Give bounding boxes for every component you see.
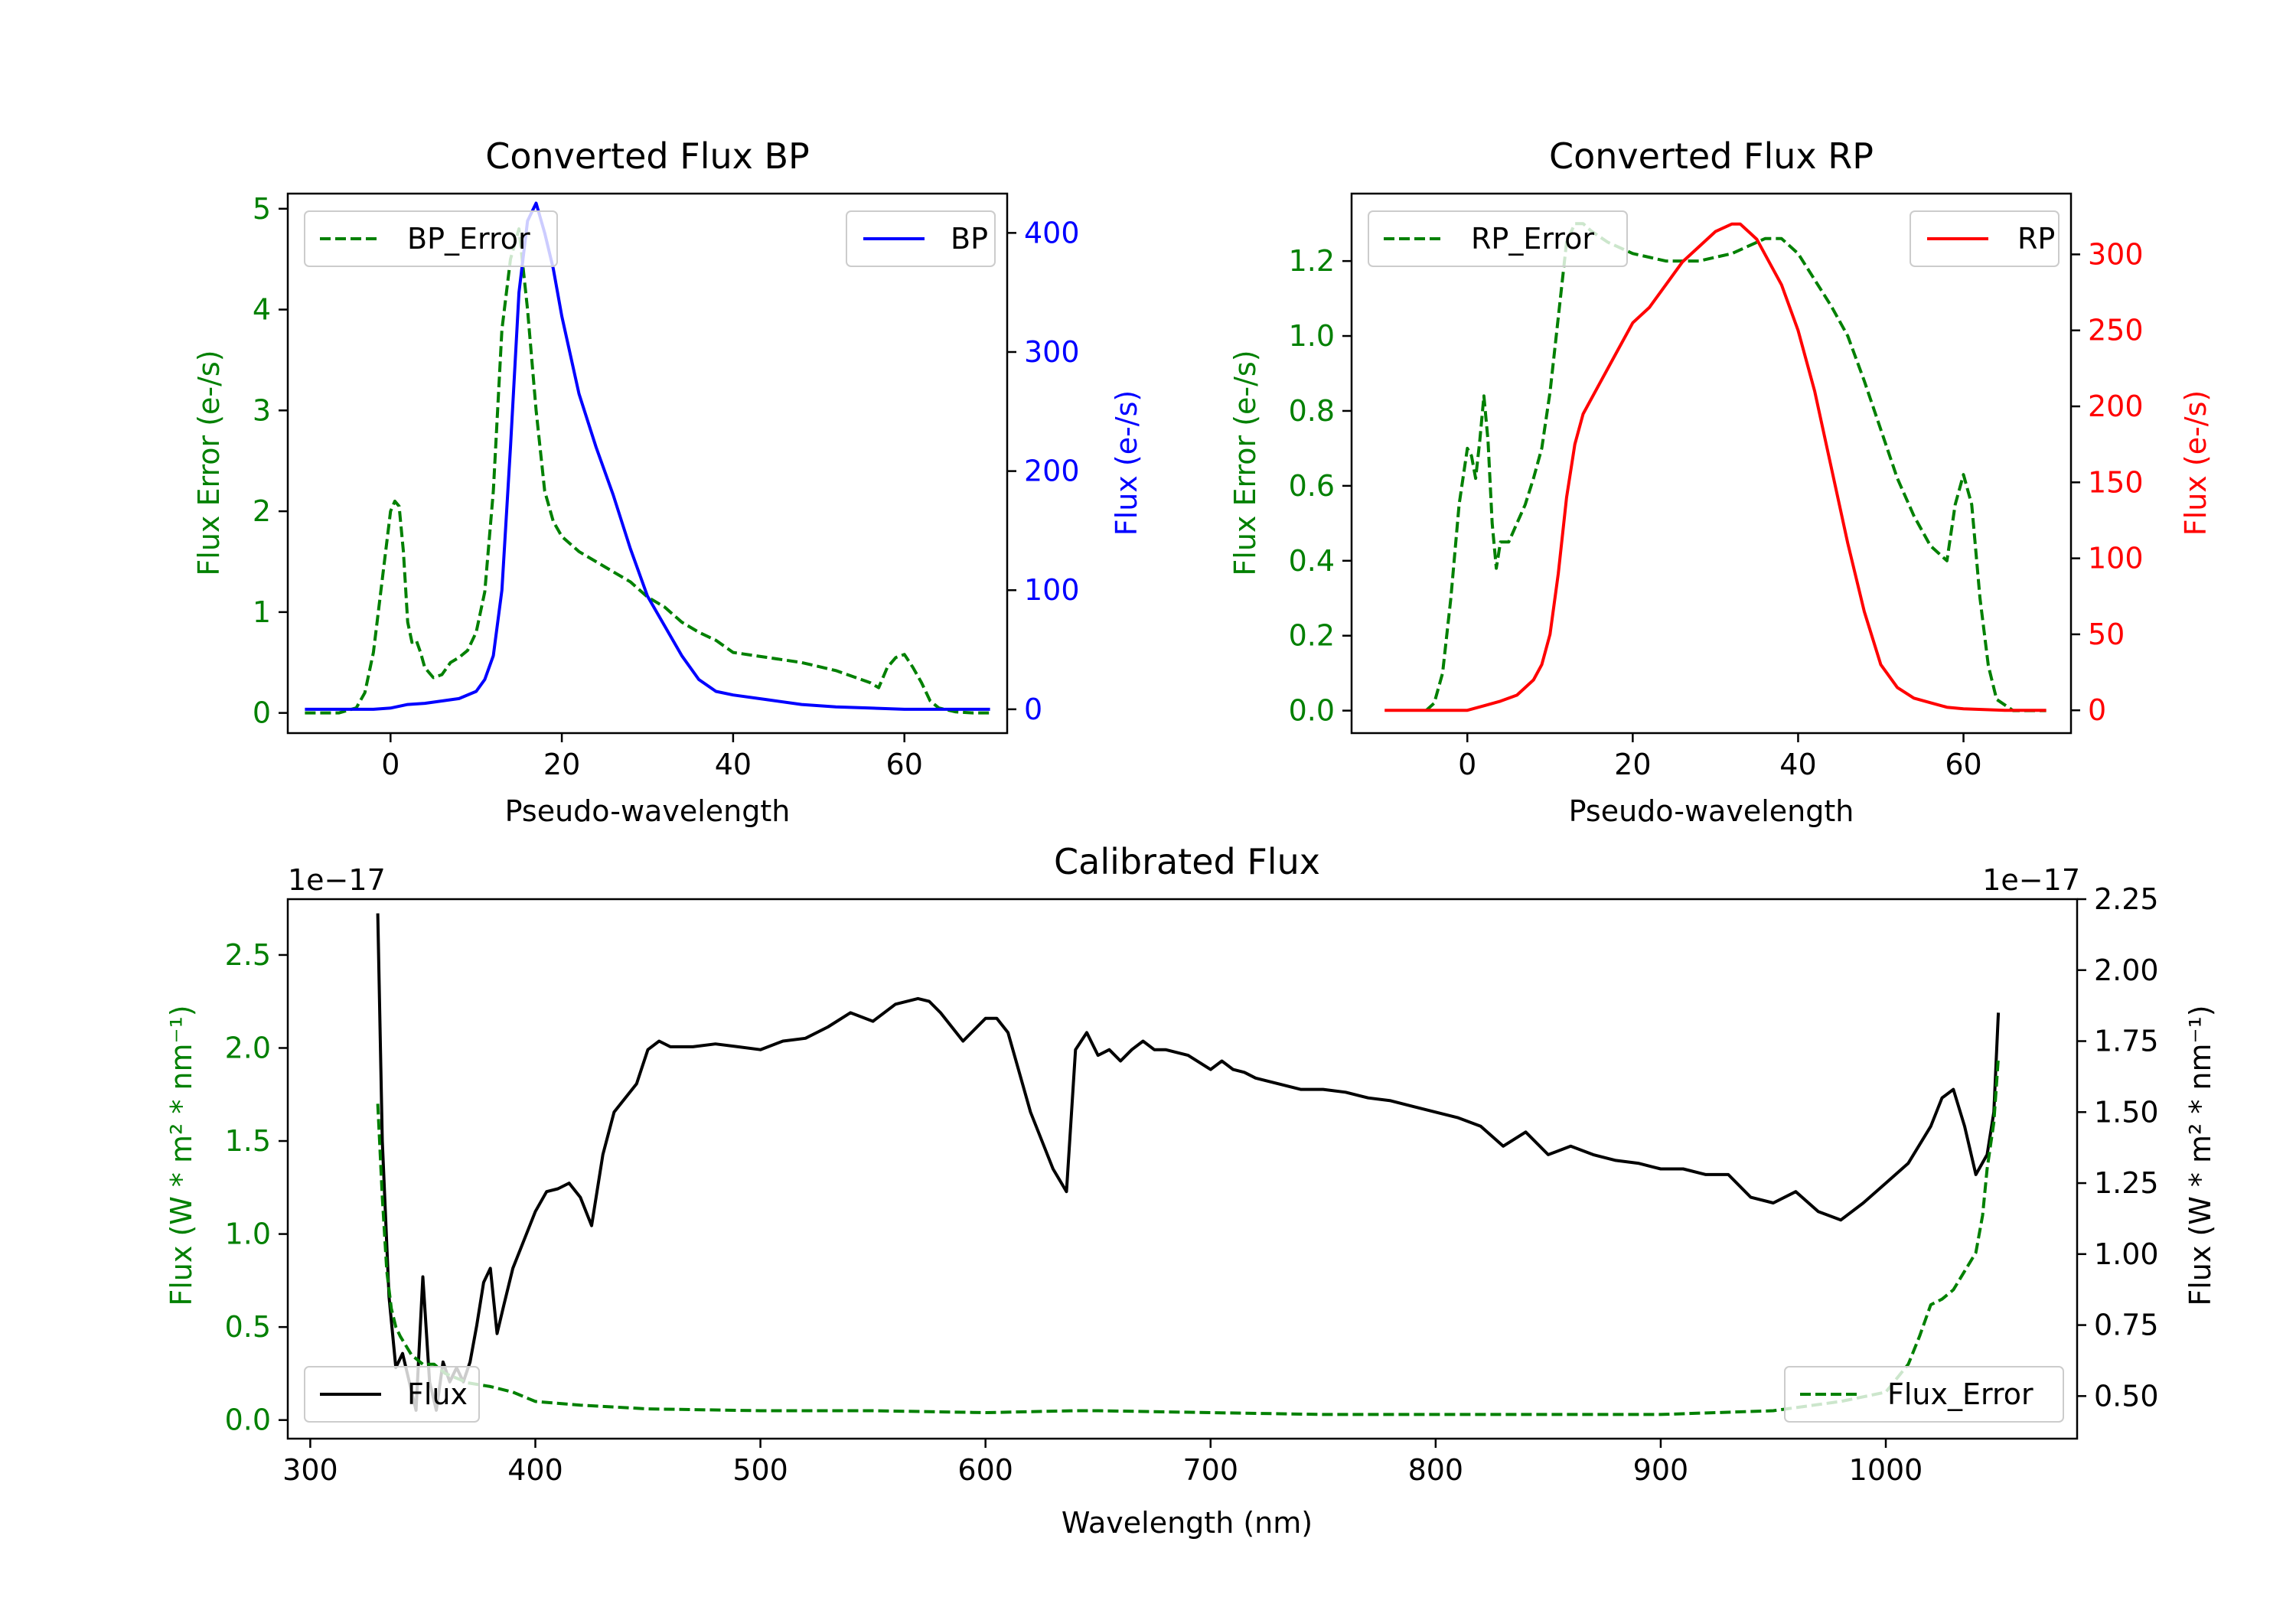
- x-tick-label: 600: [957, 1453, 1013, 1487]
- y-tick-label-left: 1: [253, 595, 271, 629]
- series-line-bp: [305, 201, 990, 711]
- y-tick-label-left: 4: [253, 293, 271, 327]
- y-tick-label-left: 0.4: [1289, 544, 1335, 578]
- series-line-rp: [1384, 222, 2047, 712]
- series-line-bp-error: [305, 227, 990, 715]
- x-axis-label-calibrated: Wavelength (nm): [1062, 1506, 1313, 1540]
- legend-right-calibrated: Flux_Error: [1784, 1366, 2064, 1423]
- legend-right-bp: BP: [846, 210, 996, 267]
- y-tick-label-right: 200: [1024, 455, 1080, 488]
- y-tick-label-left: 2.5: [225, 938, 271, 972]
- y-axis-label-right-rp: Flux (e-/s): [2179, 390, 2213, 536]
- legend-label-bp: BP: [951, 222, 988, 256]
- legend-label-rp-error: RP_Error: [1471, 222, 1594, 256]
- x-tick-label: 0: [381, 748, 400, 781]
- plot-frame-calibrated: [286, 898, 2079, 1440]
- chart-panel-rp: Converted Flux RP Pseudo-wavelength Flux…: [1228, 135, 2213, 828]
- legend-left-bp: BP_Error: [304, 210, 558, 267]
- x-tick-label: 20: [543, 748, 580, 781]
- y-tick-label-left: 0.0: [1289, 694, 1335, 728]
- x-tick-label: 800: [1408, 1453, 1464, 1487]
- legend-box: [304, 210, 558, 267]
- plot-frame-bp: [286, 192, 1009, 735]
- x-tick-label: 900: [1633, 1453, 1689, 1487]
- y-tick-label-right: 0.50: [2094, 1379, 2159, 1413]
- y-tick-label-right: 1.75: [2094, 1025, 2159, 1058]
- x-tick-label: 60: [1945, 748, 1981, 781]
- y-tick-label-right: 300: [2088, 237, 2144, 271]
- y-tick-label-right: 0: [1024, 693, 1042, 726]
- legend-left-calibrated: Flux: [304, 1366, 480, 1423]
- plot-frame-rp: [1350, 192, 2073, 735]
- legend-label-flux: Flux: [407, 1377, 468, 1411]
- chart-panel-calibrated: Calibrated Flux Wavelength (nm) Flux (W …: [165, 841, 2217, 1540]
- y-tick-label-left: 1.5: [225, 1124, 271, 1158]
- y-tick-label-left: 0: [253, 696, 271, 730]
- x-tick-label: 40: [1779, 748, 1816, 781]
- y-tick-label-right: 150: [2088, 465, 2144, 499]
- x-tick-label: 500: [732, 1453, 788, 1487]
- legend-left-rp: RP_Error: [1368, 210, 1628, 267]
- y-tick-label-right: 200: [2088, 390, 2144, 423]
- y-tick-label-right: 0.75: [2094, 1309, 2159, 1342]
- x-tick-label: 1000: [1849, 1453, 1923, 1487]
- x-axis-label-rp: Pseudo-wavelength: [1569, 794, 1854, 828]
- y-axis-label-right-bp: Flux (e-/s): [1110, 390, 1143, 536]
- y-tick-label-left: 2.0: [225, 1031, 271, 1064]
- y-tick-label-left: 0.2: [1289, 619, 1335, 653]
- y-axis-label-right-calibrated: Flux (W * m² * nm⁻¹): [2183, 1005, 2217, 1305]
- y-tick-label-right: 100: [2088, 542, 2144, 575]
- offset-label-left: 1e−17: [288, 863, 386, 897]
- y-tick-label-right: 250: [2088, 314, 2144, 347]
- legend-box: [1784, 1366, 2064, 1423]
- legend-label-flux-error: Flux_Error: [1887, 1377, 2033, 1411]
- series-line-flux: [376, 913, 2001, 1412]
- x-tick-label: 40: [715, 748, 752, 781]
- y-tick-label-left: 1.0: [225, 1217, 271, 1251]
- offset-label-right: 1e−17: [1982, 863, 2080, 897]
- legend-right-rp: RP: [1910, 210, 2060, 267]
- y-tick-label-right: 300: [1024, 335, 1080, 369]
- y-tick-label-right: 2.00: [2094, 953, 2159, 987]
- y-tick-label-left: 5: [253, 192, 271, 226]
- y-tick-label-left: 3: [253, 393, 271, 427]
- y-tick-label-left: 1.0: [1289, 319, 1335, 353]
- y-axis-label-left-bp: Flux Error (e-/s): [192, 350, 226, 575]
- y-tick-label-right: 1.00: [2094, 1237, 2159, 1271]
- chart-title-rp: Converted Flux RP: [1549, 135, 1874, 177]
- legend-box: [304, 1366, 480, 1423]
- x-tick-label: 700: [1182, 1453, 1238, 1487]
- series-line-flux-error: [376, 1057, 2001, 1416]
- chart-panel-bp: Converted Flux BP Pseudo-wavelength Flux…: [192, 135, 1143, 828]
- y-tick-label-right: 1.50: [2094, 1095, 2159, 1129]
- legend-label-rp: RP: [2017, 222, 2055, 256]
- y-tick-label-left: 1.2: [1289, 244, 1335, 278]
- y-tick-label-left: 0.6: [1289, 469, 1335, 503]
- y-tick-label-left: 0.8: [1289, 394, 1335, 428]
- x-tick-label: 400: [507, 1453, 563, 1487]
- y-tick-label-right: 2.25: [2094, 882, 2159, 916]
- x-tick-label: 20: [1614, 748, 1651, 781]
- chart-title-bp: Converted Flux BP: [485, 135, 810, 177]
- y-tick-label-left: 0.5: [225, 1310, 271, 1344]
- x-tick-label: 0: [1458, 748, 1476, 781]
- legend-box: [1368, 210, 1628, 267]
- y-tick-label-right: 400: [1024, 216, 1080, 249]
- y-axis-label-left-rp: Flux Error (e-/s): [1228, 350, 1262, 575]
- y-tick-label-left: 2: [253, 494, 271, 528]
- y-tick-label-right: 0: [2088, 693, 2106, 727]
- y-axis-label-left-calibrated: Flux (W * m² * nm⁻¹): [165, 1005, 198, 1305]
- y-tick-label-right: 100: [1024, 573, 1080, 607]
- y-tick-label-right: 1.25: [2094, 1166, 2159, 1200]
- x-tick-label: 60: [886, 748, 923, 781]
- x-axis-label-bp: Pseudo-wavelength: [505, 794, 791, 828]
- y-tick-label-right: 50: [2088, 618, 2125, 651]
- legend-label-bp-error: BP_Error: [407, 222, 530, 256]
- y-tick-label-left: 0.0: [225, 1403, 271, 1437]
- chart-title-calibrated: Calibrated Flux: [1054, 841, 1320, 882]
- x-tick-label: 300: [282, 1453, 338, 1487]
